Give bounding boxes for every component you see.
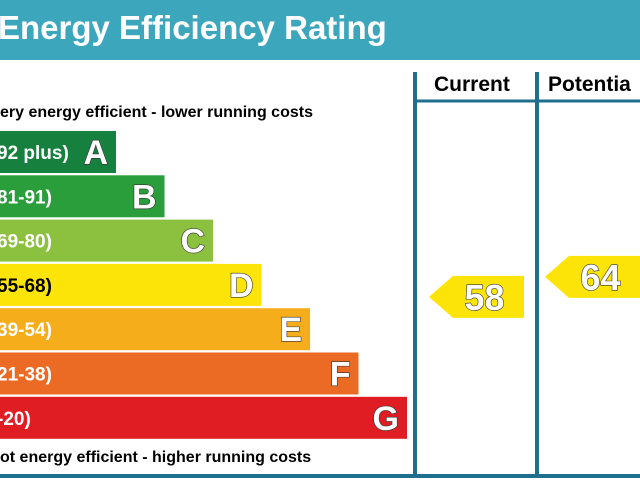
band-e-range: 39-54) (0, 320, 52, 341)
band-b-letter: B (132, 178, 157, 216)
band-b-bar (0, 175, 165, 218)
current-column-header: Current (434, 73, 510, 96)
band-d: 55-68) D (0, 263, 262, 306)
band-d-bar (0, 263, 262, 306)
band-g-bar (0, 396, 407, 439)
band-c: 69-80) C (0, 219, 213, 262)
band-d-letter: D (229, 267, 254, 305)
potential-rating-arrow (545, 255, 640, 298)
potential-rating-value: 64 (580, 257, 620, 298)
band-c-range: 69-80) (0, 232, 52, 253)
band-f-range: 21-38) (0, 365, 52, 386)
band-g-letter: G (373, 400, 399, 438)
potential-column-header: Potentia (548, 73, 631, 96)
band-b-range: 81-91) (0, 187, 52, 208)
band-g-range: -20) (0, 409, 31, 430)
band-a-bar (0, 131, 116, 173)
rating-bands: 92 plus) A81-91) B69-80) C55-68) D39-54) E21-… (0, 131, 407, 439)
chart-title: Energy Efficiency Rating (0, 9, 387, 46)
band-c-bar (0, 219, 213, 262)
current-rating: 58 (429, 275, 524, 318)
band-a-letter: A (83, 134, 108, 172)
band-f-letter: F (330, 356, 351, 394)
title-bar: Energy Efficiency Rating (0, 0, 640, 60)
band-g: -20) G (0, 396, 407, 439)
band-a-range: 92 plus) (0, 143, 69, 164)
band-e-bar (0, 308, 310, 351)
rating-arrows: 58 64 (429, 255, 640, 318)
band-f: 21-38) F (0, 352, 359, 395)
current-rating-arrow (429, 275, 524, 318)
current-rating-value: 58 (464, 277, 504, 318)
band-f-bar (0, 352, 359, 395)
potential-rating: 64 (545, 255, 640, 298)
band-a: 92 plus) A (0, 131, 116, 173)
band-e: 39-54) E (0, 308, 310, 351)
band-e-letter: E (279, 311, 302, 349)
caption-bottom: ot energy efficient - higher running cos… (0, 449, 311, 466)
band-c-letter: C (180, 223, 205, 261)
chart-frame (0, 72, 640, 478)
caption-top: ery energy efficient - lower running cos… (0, 104, 313, 121)
band-b: 81-91) B (0, 175, 165, 218)
band-d-range: 55-68) (0, 276, 52, 297)
